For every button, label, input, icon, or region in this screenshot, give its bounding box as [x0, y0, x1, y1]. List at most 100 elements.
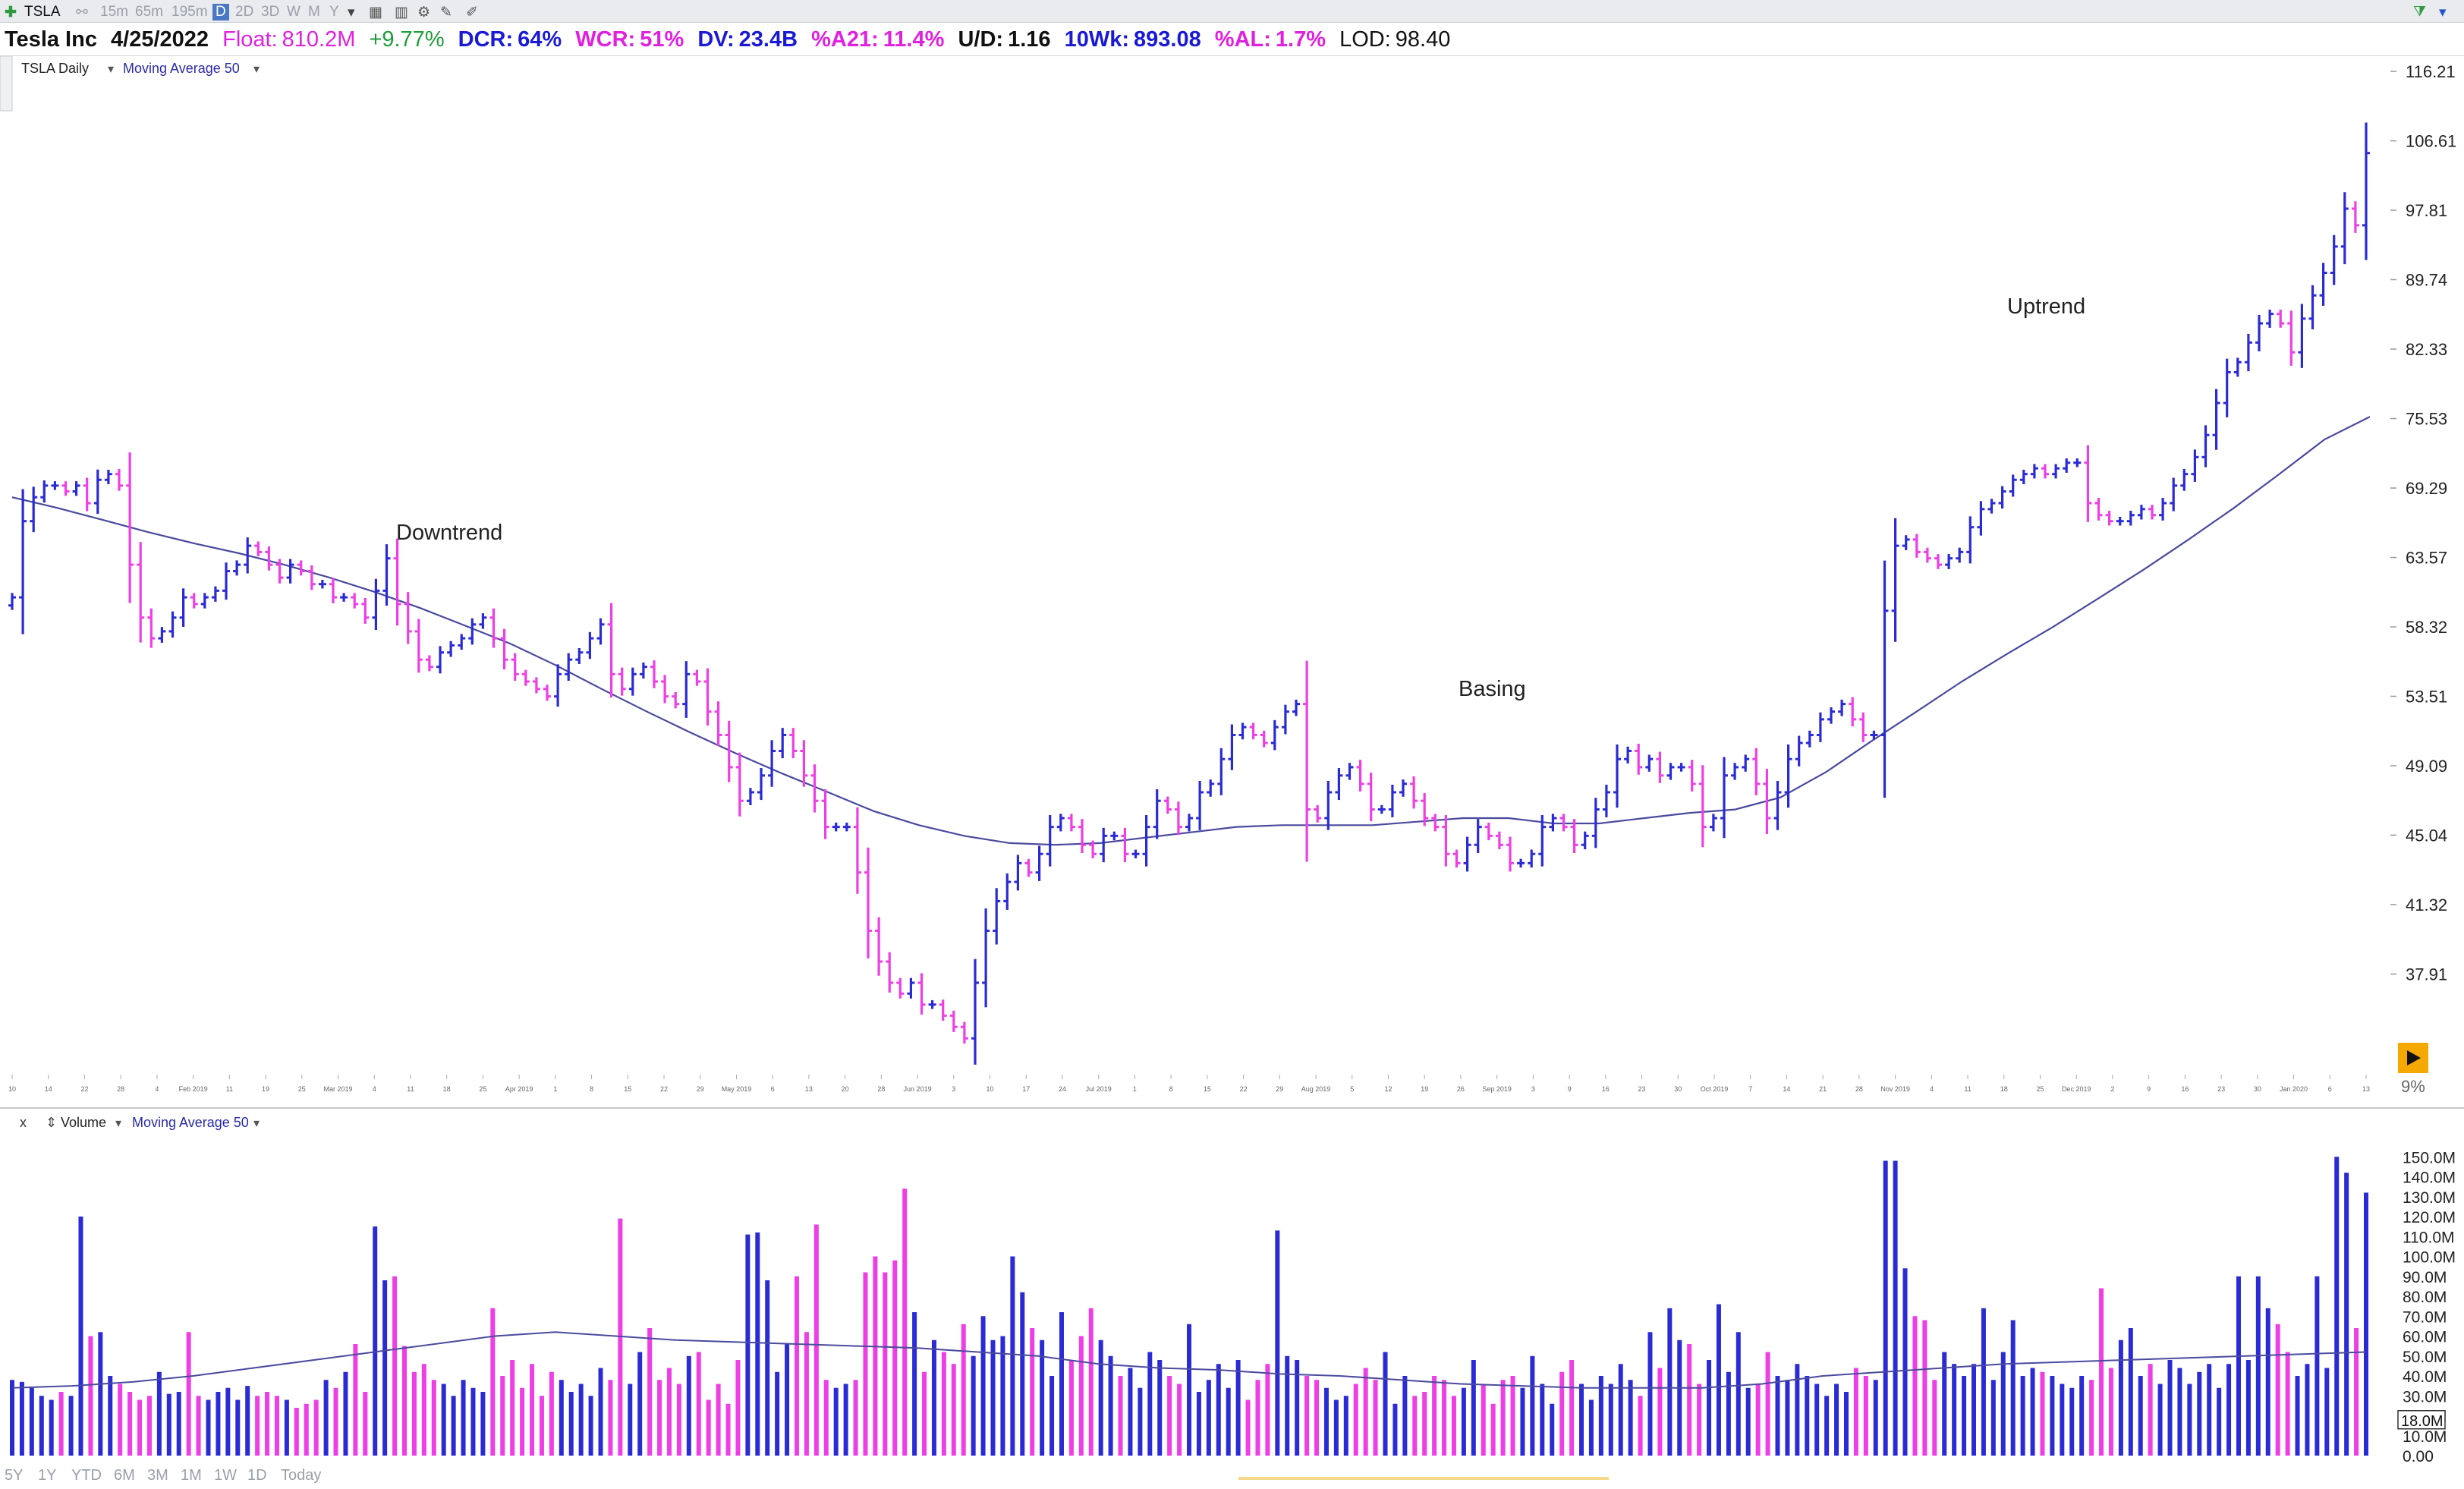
- price-bar: [2201, 425, 2210, 467]
- volume-bar: [980, 1316, 986, 1456]
- volume-bar: [1579, 1384, 1584, 1456]
- price-axis: 116.21 106.61 97.81 89.74 82.33 75.53 69.29 63.…: [2390, 62, 2456, 984]
- volume-bar: [2187, 1384, 2192, 1456]
- panel-tab[interactable]: [0, 56, 13, 112]
- range-button[interactable]: 1Y: [38, 1467, 56, 1484]
- volume-bar: [931, 1339, 936, 1456]
- date-tick-label: 26: [1457, 1085, 1465, 1093]
- timeframe-m[interactable]: M: [308, 4, 320, 20]
- bars-icon[interactable]: ▥: [395, 5, 408, 20]
- timeframe-3d[interactable]: 3D: [261, 4, 280, 20]
- range-button[interactable]: 3M: [147, 1467, 168, 1484]
- volume-bar: [1697, 1384, 1702, 1456]
- price-bar: [639, 662, 647, 679]
- timeframe-15m[interactable]: 15m: [100, 4, 128, 20]
- volume-bar: [2118, 1339, 2123, 1456]
- volume-bar: [118, 1384, 123, 1456]
- settings-icon[interactable]: ⚙: [417, 5, 431, 20]
- date-tick-label: 22: [1240, 1085, 1248, 1093]
- volume-bar: [1343, 1396, 1348, 1456]
- volume-bar: [2305, 1364, 2310, 1456]
- volume-legend-series[interactable]: Volume: [61, 1115, 106, 1130]
- volume-bar: [765, 1280, 770, 1456]
- price-bar: [404, 592, 412, 644]
- price-bar: [1046, 815, 1054, 867]
- timeframe-d[interactable]: D: [212, 4, 229, 20]
- price-bar: [61, 481, 70, 496]
- filter-icon[interactable]: ⧩: [2413, 4, 2426, 20]
- price-legend-indicator[interactable]: Moving Average 50: [123, 61, 240, 76]
- price-bar: [1399, 779, 1407, 797]
- price-bar: [2330, 235, 2338, 285]
- timeframe-195m[interactable]: 195m: [172, 4, 208, 20]
- price-bar: [2298, 304, 2306, 368]
- volume-close-button[interactable]: x: [20, 1115, 27, 1130]
- info-bar: Tesla Inc 4/25/2022 Float: 810.2M +9.77% …: [0, 23, 2464, 56]
- volume-bar: [470, 1387, 476, 1456]
- updown-icon[interactable]: ⇕: [46, 1115, 57, 1130]
- range-button[interactable]: 5Y: [5, 1467, 23, 1484]
- volume-bar: [1295, 1360, 1300, 1456]
- range-button[interactable]: YTD: [71, 1467, 102, 1484]
- date-tick-label: 3: [1531, 1085, 1535, 1093]
- volume-bar: [363, 1392, 368, 1456]
- chart-area: TSLA Daily ▾ Moving Average 50 ▾ 116.211…: [0, 56, 2464, 1489]
- volume-bar: [951, 1364, 956, 1456]
- price-bar: [2063, 458, 2071, 473]
- price-bar: [458, 634, 466, 650]
- window-menu-icon[interactable]: ▾: [2439, 5, 2447, 20]
- volume-bar: [1932, 1380, 1937, 1456]
- toolbar: ✚ TSLA ⚯ 15m 65m 195m D 2D 3D W M Y ▾ ▦ …: [0, 0, 2464, 23]
- chevron-down-icon[interactable]: ▾: [253, 63, 260, 76]
- price-bar: [650, 660, 658, 688]
- price-bar: [735, 752, 744, 817]
- volume-bar: [1785, 1380, 1790, 1456]
- pencil-icon[interactable]: ✐: [466, 5, 478, 20]
- price-legend-series[interactable]: TSLA Daily: [21, 61, 89, 76]
- chevron-down-icon[interactable]: ▾: [253, 1117, 260, 1130]
- timeframe-w[interactable]: W: [287, 4, 301, 20]
- timeframe-2d[interactable]: 2D: [235, 4, 254, 20]
- chevron-down-icon[interactable]: ▾: [115, 1117, 121, 1130]
- volume-bar: [235, 1399, 241, 1456]
- date-tick-label: 30: [2254, 1085, 2261, 1093]
- chart-style-icon[interactable]: ▦: [369, 5, 382, 20]
- a21-value: 11.4%: [883, 27, 945, 52]
- volume-bar: [1775, 1376, 1780, 1456]
- scroll-indicator[interactable]: [1238, 1477, 1609, 1480]
- range-button[interactable]: 1D: [247, 1467, 267, 1484]
- volume-bar: [1962, 1376, 1967, 1456]
- draw-icon[interactable]: ✎: [440, 5, 452, 20]
- date-axis: 10 14 22 28 4 Feb 2019 11 19 25 Mar 2019 4 11 18 25 Ap…: [8, 1075, 2370, 1093]
- price-bar: [147, 608, 156, 648]
- symbol-field[interactable]: TSLA: [24, 4, 61, 20]
- date-tick-label: 10: [8, 1085, 16, 1093]
- volume-bar: [2265, 1308, 2270, 1456]
- price-bar: [1838, 699, 1846, 716]
- timeframe-65m[interactable]: 65m: [135, 4, 163, 20]
- link-icon[interactable]: ⚯: [76, 5, 88, 20]
- range-button[interactable]: 1M: [181, 1467, 202, 1484]
- range-button[interactable]: 6M: [114, 1467, 135, 1484]
- date-tick-label: 17: [1022, 1085, 1030, 1093]
- range-button[interactable]: Today: [281, 1467, 321, 1484]
- date-tick-label: Oct 2019: [1701, 1085, 1729, 1093]
- date-tick-label: 21: [1819, 1085, 1827, 1093]
- date-tick-label: 8: [590, 1085, 593, 1093]
- range-button[interactable]: 1W: [214, 1467, 237, 1484]
- volume-bar: [1735, 1332, 1741, 1456]
- volume-legend-indicator[interactable]: Moving Average 50: [132, 1115, 249, 1130]
- volume-bar: [863, 1272, 868, 1456]
- add-icon[interactable]: ✚: [5, 5, 17, 20]
- timeframe-y[interactable]: Y: [329, 4, 339, 20]
- volume-bar: [2245, 1360, 2251, 1456]
- chevron-down-icon[interactable]: ▾: [108, 63, 114, 76]
- date-tick-label: 25: [479, 1085, 486, 1093]
- volume-bar: [795, 1276, 799, 1456]
- volume-bar: [892, 1260, 898, 1456]
- annotation-downtrend: Downtrend: [396, 521, 502, 545]
- chevron-down-icon[interactable]: ▾: [348, 5, 355, 20]
- volume-bar: [608, 1380, 613, 1456]
- volume-bar: [804, 1332, 809, 1456]
- volume-bar: [1471, 1360, 1476, 1456]
